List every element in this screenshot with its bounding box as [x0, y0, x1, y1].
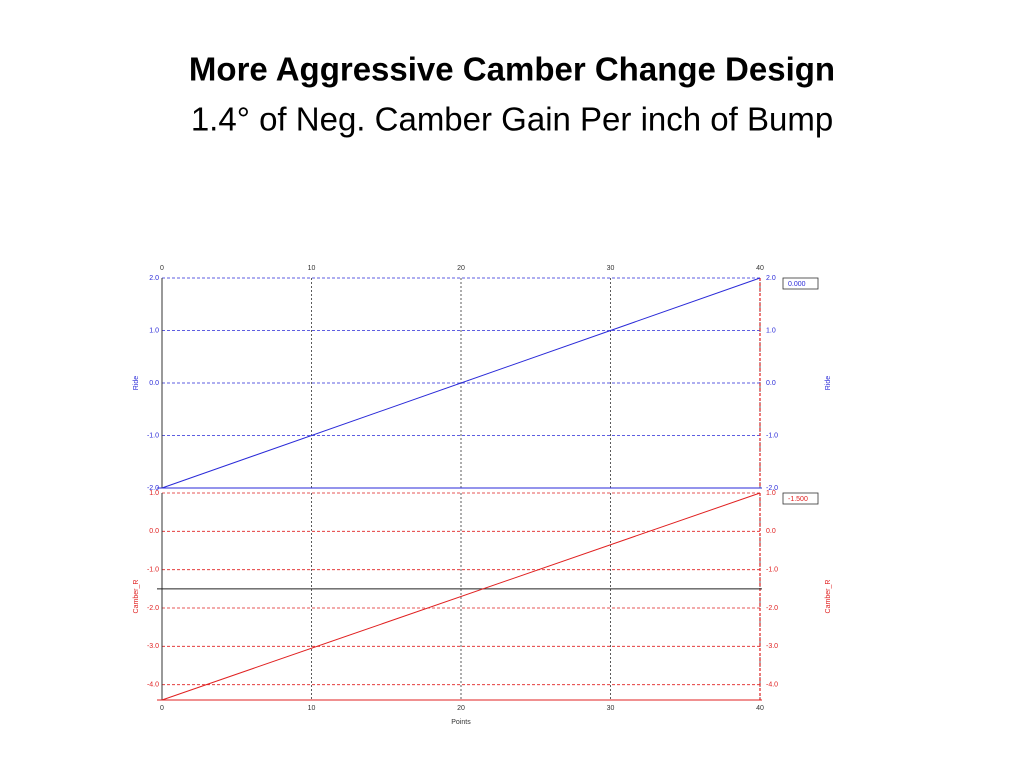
x-tick-label: 10	[308, 705, 316, 712]
y-tick-label: 2.0	[149, 275, 159, 282]
title: More Aggressive Camber Change Design	[189, 51, 835, 88]
x-tick-label: 30	[607, 705, 615, 712]
y-tick-label: -4.0	[147, 682, 159, 689]
y-tick-label-right: 1.0	[766, 490, 776, 497]
y-tick-label-right: -2.0	[766, 485, 778, 492]
x-tick-label: 40	[756, 265, 764, 272]
y-tick-label-right: -1.0	[766, 432, 778, 439]
y-tick-label-right: 1.0	[766, 327, 776, 334]
subtitle: 1.4° of Neg. Camber Gain Per inch of Bum…	[191, 101, 833, 138]
y-axis-label-right: Camber_R	[825, 580, 832, 614]
x-axis-label: Points	[451, 719, 471, 726]
y-axis-label-right: Ride	[825, 376, 832, 391]
data-line	[161, 492, 761, 701]
x-tick-label: 0	[160, 705, 164, 712]
x-tick-label: 0	[160, 265, 164, 272]
y-tick-label: 0.0	[149, 380, 159, 387]
x-tick-label: 10	[308, 265, 316, 272]
y-tick-label-right: 2.0	[766, 275, 776, 282]
y-tick-label-right: -3.0	[766, 643, 778, 650]
y-axis-label: Camber_R	[133, 580, 140, 614]
readout-box	[782, 277, 819, 290]
y-tick-label-right: 0.0	[766, 380, 776, 387]
y-tick-label: 0.0	[149, 528, 159, 535]
x-tick-label: 20	[457, 705, 465, 712]
y-tick-label: -1.0	[147, 432, 159, 439]
readout: 0.000	[788, 281, 806, 288]
readout-box	[782, 492, 819, 505]
y-tick-label-right: -4.0	[766, 682, 778, 689]
x-tick-label: 20	[457, 265, 465, 272]
y-tick-label: -1.0	[147, 567, 159, 574]
y-axis-label: Ride	[133, 376, 140, 391]
y-tick-label: 1.0	[149, 327, 159, 334]
y-tick-label-right: -1.0	[766, 567, 778, 574]
readout: -1.500	[788, 496, 808, 503]
y-tick-label: -2.0	[147, 605, 159, 612]
x-tick-label: 40	[756, 705, 764, 712]
x-tick-label: 30	[607, 265, 615, 272]
y-tick-label-right: -2.0	[766, 605, 778, 612]
y-tick-label: -2.0	[147, 485, 159, 492]
y-tick-label: -3.0	[147, 643, 159, 650]
y-tick-label: 1.0	[149, 490, 159, 497]
data-line	[161, 277, 761, 489]
y-tick-label-right: 0.0	[766, 528, 776, 535]
